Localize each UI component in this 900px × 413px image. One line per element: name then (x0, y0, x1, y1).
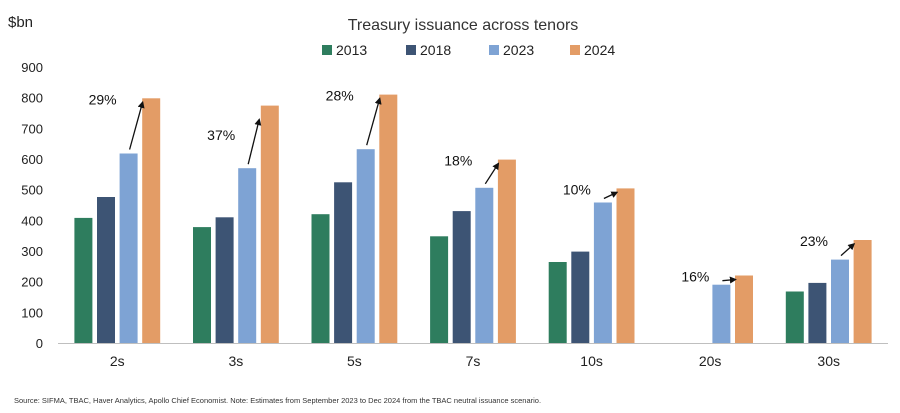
chart: $bn Treasury issuance across tenors 2013… (8, 14, 888, 369)
annotation-10s: 10% (563, 181, 591, 197)
arrow-7s (484, 162, 500, 185)
y-tick-label-0: 0 (36, 336, 43, 351)
annotations: 29% 37% 28% 18% 10% 16% 23% (89, 88, 856, 285)
bars (74, 94, 872, 343)
bar-2s-2018 (97, 197, 115, 343)
y-tick-label-900: 900 (21, 60, 43, 75)
x-tick-label-5s: 5s (347, 353, 362, 369)
bar-2s-2013 (74, 217, 93, 343)
legend-label-2013: 2013 (336, 42, 367, 58)
y-tick-label-500: 500 (21, 183, 43, 198)
arrow-20s (722, 276, 737, 284)
y-axis: 0 100 200 300 400 500 600 700 800 900 (21, 60, 43, 351)
bar-5s-2013 (311, 214, 330, 343)
bar-7s-2018 (452, 211, 471, 343)
source-note: Source: SIFMA, TBAC, Haver Analytics, Ap… (14, 396, 542, 405)
x-axis: 2s 3s 5s 7s 10s 20s 30s (58, 343, 888, 369)
arrow-2s (128, 100, 145, 150)
bar-10s-2023 (593, 202, 612, 343)
y-tick-label-800: 800 (21, 91, 43, 106)
legend-label-2018: 2018 (420, 42, 451, 58)
legend-swatch-2013 (322, 45, 332, 55)
bar-10s-2013 (548, 262, 567, 343)
x-tick-label-2s: 2s (110, 353, 125, 369)
x-tick-label-30s: 30s (817, 353, 840, 369)
bar-5s-2023 (356, 149, 375, 343)
legend-swatch-2024 (570, 45, 580, 55)
legend-label-2023: 2023 (503, 42, 534, 58)
annotation-30s: 23% (800, 233, 828, 249)
bar-3s-2018 (215, 217, 234, 343)
annotation-20s: 16% (681, 269, 709, 285)
arrow-30s (840, 243, 856, 257)
arrow-3s (247, 118, 262, 165)
bar-30s-2013 (785, 291, 804, 343)
bar-10s-2018 (571, 251, 590, 343)
y-tick-label-400: 400 (21, 213, 43, 228)
bar-10s-2024 (616, 188, 635, 343)
bar-5s-2018 (334, 182, 353, 343)
arrow-5s (366, 97, 382, 146)
annotation-5s: 28% (326, 88, 354, 104)
x-tick-label-3s: 3s (228, 353, 243, 369)
bar-20s-2023 (712, 284, 731, 343)
y-tick-label-200: 200 (21, 275, 43, 290)
x-tick-label-10s: 10s (580, 353, 603, 369)
bar-3s-2013 (193, 227, 211, 343)
legend-label-2024: 2024 (584, 42, 615, 58)
legend: 2013 2018 2023 2024 (322, 42, 615, 58)
y-tick-label-100: 100 (21, 305, 43, 320)
legend-swatch-2023 (489, 45, 499, 55)
bar-30s-2023 (831, 259, 849, 343)
annotation-3s: 37% (207, 127, 235, 143)
bar-5s-2024 (379, 94, 398, 343)
bar-7s-2024 (497, 159, 516, 343)
y-tick-label-600: 600 (21, 152, 43, 167)
annotation-7s: 18% (444, 153, 472, 169)
bar-2s-2023 (119, 153, 138, 343)
arrow-10s (603, 191, 619, 200)
y-tick-label-300: 300 (21, 244, 43, 259)
y-axis-unit-label: $bn (8, 14, 33, 31)
bar-3s-2023 (238, 168, 257, 343)
bar-30s-2018 (808, 282, 827, 343)
annotation-2s: 29% (89, 91, 117, 107)
bar-7s-2013 (430, 236, 449, 343)
chart-title: Treasury issuance across tenors (348, 17, 579, 34)
bar-7s-2023 (475, 187, 494, 343)
x-tick-label-7s: 7s (466, 353, 481, 369)
x-tick-label-20s: 20s (699, 353, 722, 369)
bar-20s-2024 (735, 275, 753, 343)
legend-swatch-2018 (406, 45, 416, 55)
bar-30s-2024 (853, 240, 872, 343)
bar-2s-2024 (142, 98, 161, 343)
bar-3s-2024 (260, 105, 279, 343)
y-tick-label-700: 700 (21, 121, 43, 136)
